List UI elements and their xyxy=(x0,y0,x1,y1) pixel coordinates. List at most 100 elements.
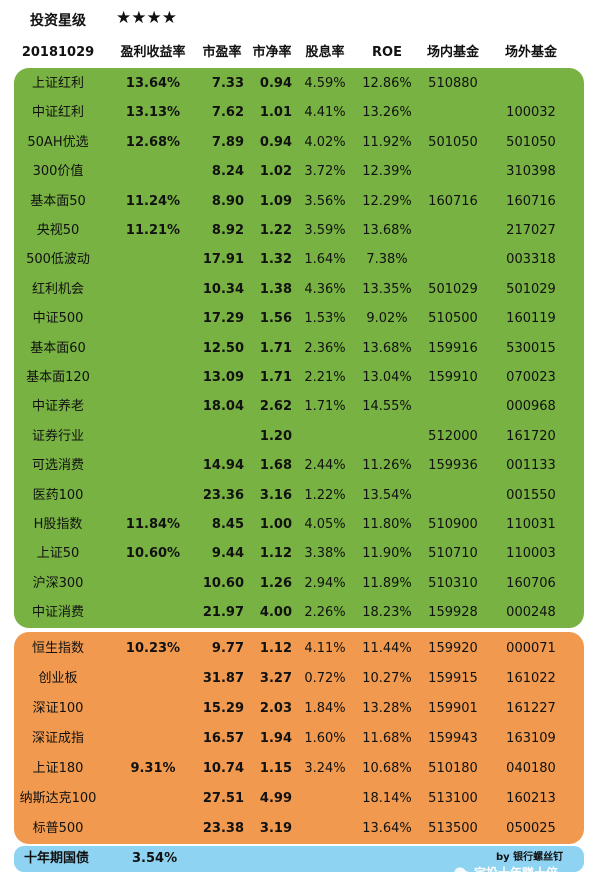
earnings-yield: 13.64% xyxy=(125,76,181,91)
exchange-fund: 159936 xyxy=(428,458,478,474)
index-name: 中证红利 xyxy=(31,105,84,121)
bond-label: 十年期国债 xyxy=(24,851,90,866)
pb-ratio: 1.01 xyxy=(259,105,292,121)
exchange-fund: 501050 xyxy=(428,134,478,150)
roe xyxy=(356,422,418,452)
earnings-yield xyxy=(108,245,198,275)
exchange-fund: 510900 xyxy=(428,517,478,532)
pb-ratio: 0.94 xyxy=(259,134,292,150)
index-name: 上证180 xyxy=(32,761,84,776)
roe: 12.39% xyxy=(362,164,412,180)
otc-fund: 160119 xyxy=(506,311,556,327)
dividend-yield: 2.36% xyxy=(304,340,346,356)
bond-panel xyxy=(14,846,584,872)
pb-ratio: 1.12 xyxy=(259,546,292,562)
exchange-fund xyxy=(420,216,486,246)
pe-ratio: 21.97 xyxy=(202,605,244,621)
otc-fund: 160716 xyxy=(506,193,556,209)
roe: 11.68% xyxy=(362,731,412,746)
roe: 13.04% xyxy=(362,370,412,385)
roe: 13.26% xyxy=(362,105,412,121)
otc-fund: 160706 xyxy=(506,575,556,591)
pb-ratio: 1.71 xyxy=(259,370,292,385)
dividend-yield: 1.60% xyxy=(304,731,346,746)
pb-ratio: 2.03 xyxy=(259,701,292,716)
otc-fund: 000248 xyxy=(506,605,556,621)
rating-stars: ★★★★ xyxy=(116,8,177,28)
pb-ratio: 1.20 xyxy=(259,428,292,444)
dividend-yield: 4.59% xyxy=(304,76,346,91)
pe-ratio: 12.50 xyxy=(202,340,244,356)
exchange-fund: 159943 xyxy=(428,731,478,746)
index-name: 500低波动 xyxy=(26,252,90,268)
index-name: 纳斯达克100 xyxy=(19,791,97,806)
otc-fund: 070023 xyxy=(506,370,556,385)
pe-ratio: 7.89 xyxy=(211,134,244,150)
dividend-yield xyxy=(298,784,352,814)
earnings-yield xyxy=(108,481,198,511)
col-pb: 市净率 xyxy=(252,45,292,60)
exchange-fund xyxy=(420,481,486,511)
otc-fund: 501050 xyxy=(506,134,556,150)
table-row: 中证500 17.29 1.56 1.53% 9.02% 510500 160119 xyxy=(0,304,600,334)
earnings-yield: 12.68% xyxy=(125,134,181,150)
table-row: 中证红利 13.13% 7.62 1.01 4.41% 13.26% 100032 xyxy=(0,98,600,128)
exchange-fund: 159928 xyxy=(428,605,478,621)
pe-ratio: 17.91 xyxy=(202,252,244,268)
table-row: 央视50 11.21% 8.92 1.22 3.59% 13.68% 217027 xyxy=(0,216,600,246)
earnings-yield xyxy=(108,392,198,422)
roe: 10.68% xyxy=(362,761,412,776)
earnings-yield: 9.31% xyxy=(130,761,176,776)
index-name: 中证消费 xyxy=(31,605,84,621)
dividend-yield: 3.59% xyxy=(304,223,346,238)
index-name: 300价值 xyxy=(32,164,84,180)
index-name: 创业板 xyxy=(38,671,78,686)
pb-ratio: 1.38 xyxy=(259,281,292,297)
pb-ratio: 1.02 xyxy=(259,164,292,180)
dividend-yield: 4.11% xyxy=(304,641,346,656)
dividend-yield: 2.21% xyxy=(304,370,346,385)
index-name: 中证500 xyxy=(32,311,84,327)
index-name: 央视50 xyxy=(36,223,80,238)
col-pe: 市盈率 xyxy=(202,45,242,60)
col-dividend: 股息率 xyxy=(305,45,345,60)
earnings-yield: 11.21% xyxy=(125,223,181,238)
earnings-yield: 10.60% xyxy=(125,546,181,562)
pe-ratio: 8.92 xyxy=(211,223,244,238)
pe-ratio: 16.57 xyxy=(202,731,244,746)
pb-ratio: 1.15 xyxy=(259,761,292,776)
pe-ratio: 7.62 xyxy=(211,105,244,121)
dividend-yield: 3.38% xyxy=(304,546,346,562)
pe-ratio: 13.09 xyxy=(202,370,244,385)
fair-value-panel xyxy=(14,632,584,844)
roe: 18.14% xyxy=(362,791,412,806)
roe: 14.55% xyxy=(362,399,412,415)
otc-fund: 217027 xyxy=(506,223,556,238)
roe: 13.28% xyxy=(362,701,412,716)
pb-ratio: 4.00 xyxy=(259,605,292,621)
col-roe: ROE xyxy=(372,45,402,60)
table-row: 300价值 8.24 1.02 3.72% 12.39% 310398 xyxy=(0,157,600,187)
rating-label: 投资星级 xyxy=(30,13,86,29)
roe: 11.92% xyxy=(362,134,412,150)
table-row: 500低波动 17.91 1.32 1.64% 7.38% 003318 xyxy=(0,245,600,275)
earnings-yield xyxy=(108,157,198,187)
otc-fund: 110031 xyxy=(506,517,556,532)
exchange-fund: 159915 xyxy=(428,671,478,686)
pe-ratio: 14.94 xyxy=(202,458,244,474)
pb-ratio: 1.22 xyxy=(259,223,292,238)
pe-ratio: 27.51 xyxy=(202,791,244,806)
dividend-yield: 3.72% xyxy=(304,164,346,180)
dividend-yield: 1.71% xyxy=(304,399,346,415)
pb-ratio: 0.94 xyxy=(259,76,292,91)
pe-ratio: 10.74 xyxy=(202,761,244,776)
index-name: 上证50 xyxy=(36,546,80,562)
exchange-fund: 159901 xyxy=(428,701,478,716)
dividend-yield: 2.94% xyxy=(304,575,346,591)
roe: 7.38% xyxy=(366,252,408,268)
dividend-yield: 1.53% xyxy=(304,311,346,327)
dividend-yield: 2.26% xyxy=(304,605,346,621)
otc-fund xyxy=(492,69,570,99)
earnings-yield xyxy=(108,334,198,364)
otc-fund: 310398 xyxy=(506,164,556,180)
